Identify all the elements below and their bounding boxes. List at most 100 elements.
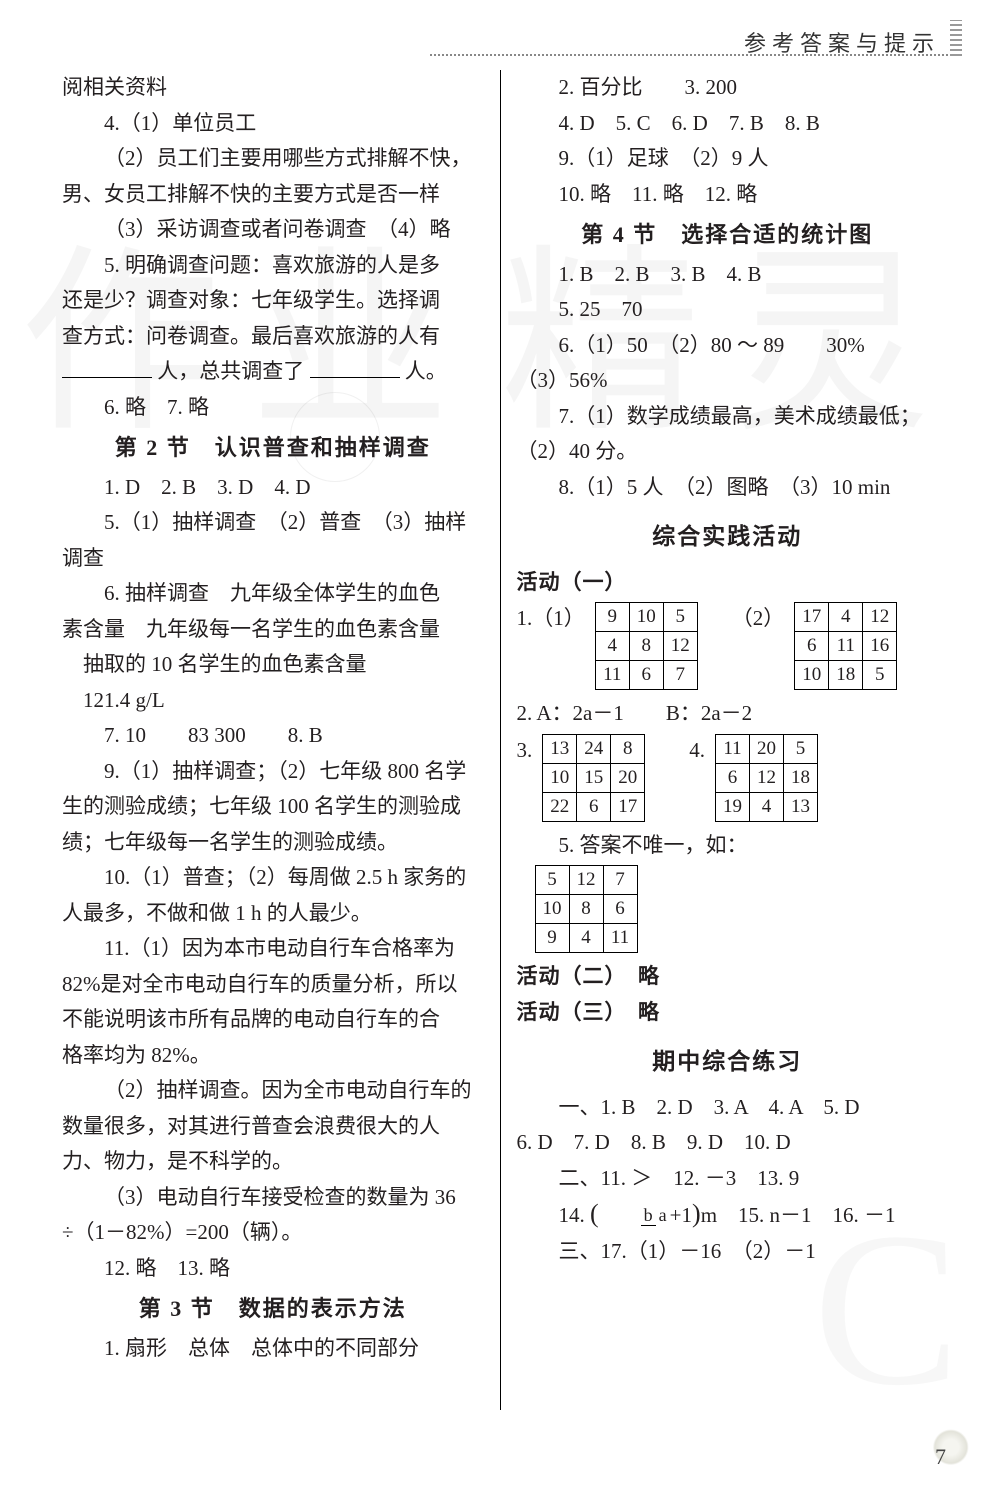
table-cell: 9 — [595, 603, 629, 632]
text: 82%是对全市电动自行车的质量分析，所以 — [62, 967, 484, 1003]
text: （2）员工们主要用哪些方式排解不快， — [62, 141, 484, 177]
header-dots — [430, 54, 948, 56]
text: 查方式：问卷调查。最后喜欢旅游的人有 — [62, 319, 484, 355]
section-title: 综合实践活动 — [517, 519, 939, 555]
table-2: 174126111610185 — [794, 602, 897, 690]
table-cell: 7 — [663, 661, 697, 690]
text: （2）抽样调查。因为全市电动自行车的 — [62, 1073, 484, 1109]
table-cell: 11 — [716, 734, 750, 763]
column-divider — [500, 70, 501, 1410]
text: 4. D 5. C 6. D 7. B 8. B — [517, 106, 939, 142]
table-cell: 11 — [595, 661, 629, 690]
table-cell: 12 — [750, 763, 784, 792]
text: 7. 10 83 300 8. B — [62, 718, 484, 754]
text: 男、女员工排解不快的主要方式是否一样 — [62, 177, 484, 213]
text: ÷（1－82%）=200（辆）。 — [62, 1215, 484, 1251]
table-cell: 4 — [750, 792, 784, 821]
table-cell: 4 — [829, 603, 863, 632]
text: 1. B 2. B 3. B 4. B — [517, 257, 939, 293]
text: （2）40 分。 — [517, 434, 939, 470]
text: （3）电动自行车接受检查的数量为 36 — [62, 1180, 484, 1216]
table-cell: 17 — [795, 603, 829, 632]
table-cell: 12 — [863, 603, 897, 632]
table-cell: 8 — [569, 895, 603, 924]
table-row-q1: 1.（1） 910548121167 （2） 174126111610185 — [517, 602, 939, 690]
table-cell: 10 — [543, 763, 577, 792]
table-cell: 18 — [829, 661, 863, 690]
text: 不能说明该市所有品牌的电动自行车的合 — [62, 1002, 484, 1038]
table-cell: 9 — [535, 924, 569, 953]
table-cell: 24 — [577, 734, 611, 763]
table-cell: 8 — [629, 632, 663, 661]
table-cell: 19 — [716, 792, 750, 821]
table-cell: 10 — [629, 603, 663, 632]
text: 5.（1）抽样调查 （2）普查 （3）抽样 — [62, 505, 484, 541]
table-cell: 5 — [535, 866, 569, 895]
text: 1. D 2. B 3. D 4. D — [62, 470, 484, 506]
table-cell: 6 — [603, 895, 637, 924]
text: 二、11. ＞ 12. －3 13. 9 — [517, 1161, 939, 1197]
text: 一、1. B 2. D 3. A 4. A 5. D — [517, 1090, 939, 1126]
table-cell: 4 — [569, 924, 603, 953]
q14-post: m 15. n－1 16. －1 — [701, 1203, 896, 1227]
table-cell: 5 — [784, 734, 818, 763]
text: 10.（1）普查；（2）每周做 2.5 h 家务的 — [62, 860, 484, 896]
table-cell: 5 — [663, 603, 697, 632]
q3-label: 3. — [517, 734, 533, 764]
text: 格率均为 82%。 — [62, 1038, 484, 1074]
text: 调查 — [62, 541, 484, 577]
section-title: 第 4 节 选择合适的统计图 — [517, 217, 939, 253]
text: 6.（1）50 （2）80 ～ 89 30% — [517, 328, 939, 364]
fraction: ba — [599, 1206, 670, 1224]
table-row-q3: 3. 1324810152022617 4. 112056121819413 — [517, 734, 939, 822]
section-title: 第 2 节 认识普查和抽样调查 — [62, 430, 484, 466]
text: 人，总共调查了 人。 — [62, 354, 484, 390]
table-row-q5: 512710869411 — [535, 865, 939, 953]
frac-plus: +1 — [670, 1203, 692, 1227]
table-1: 910548121167 — [595, 602, 698, 690]
text: 抽取的 10 名学生的血色素含量 — [62, 647, 484, 683]
activity-heading: 活动（二） 略 — [517, 959, 939, 995]
table-cell: 6 — [577, 792, 611, 821]
text: 5. 明确调查问题：喜欢旅游的人是多 — [62, 248, 484, 284]
section-title: 第 3 节 数据的表示方法 — [62, 1291, 484, 1327]
text: 6. 略 7. 略 — [62, 390, 484, 426]
text: 数量很多，对其进行普查会浪费很大的人 — [62, 1109, 484, 1145]
q1-label-1: 1.（1） — [517, 602, 585, 632]
text: 12. 略 13. 略 — [62, 1251, 484, 1287]
table-cell: 20 — [750, 734, 784, 763]
table-cell: 10 — [795, 661, 829, 690]
text: 11.（1）因为本市电动自行车合格率为 — [62, 931, 484, 967]
table-cell: 20 — [611, 763, 645, 792]
header-block-icon — [950, 20, 962, 56]
table-cell: 12 — [569, 866, 603, 895]
text: 4.（1）单位员工 — [62, 106, 484, 142]
text: 还是少？调查对象：七年级学生。选择调 — [62, 283, 484, 319]
text: 素含量 九年级每一名学生的血色素含量 — [62, 612, 484, 648]
table-cell: 11 — [829, 632, 863, 661]
text: 生的测验成绩；七年级 100 名学生的测验成 — [62, 789, 484, 825]
q14-pre: 14. — [559, 1203, 591, 1227]
text: 6. 抽样调查 九年级全体学生的血色 — [62, 576, 484, 612]
page-number: 7 — [935, 1444, 946, 1470]
table-cell: 18 — [784, 763, 818, 792]
activity-heading: 活动（三） 略 — [517, 995, 939, 1031]
text: 力、物力，是不科学的。 — [62, 1144, 484, 1180]
text: 2. 百分比 3. 200 — [517, 70, 939, 106]
table-4: 112056121819413 — [715, 734, 818, 822]
text: 8.（1）5 人 （2）图略 （3）10 min — [517, 470, 939, 506]
text: （3）56% — [517, 363, 939, 399]
table-cell: 4 — [595, 632, 629, 661]
table-cell: 13 — [784, 792, 818, 821]
text: （3）采访调查或者问卷调查 （4）略 — [62, 212, 484, 248]
left-column: 阅相关资料 4.（1）单位员工 （2）员工们主要用哪些方式排解不快， 男、女员工… — [48, 70, 498, 1430]
table-cell: 17 — [611, 792, 645, 821]
table-5: 512710869411 — [535, 865, 638, 953]
blank — [310, 358, 400, 378]
table-cell: 12 — [663, 632, 697, 661]
text: 人最多，不做和做 1 h 的人最少。 — [62, 896, 484, 932]
text: 14. (ba+1)m 15. n－1 16. －1 — [517, 1196, 939, 1234]
text: 9.（1）抽样调查；（2）七年级 800 名学 — [62, 754, 484, 790]
table-cell: 13 — [543, 734, 577, 763]
text: 5. 25 70 — [517, 292, 939, 328]
